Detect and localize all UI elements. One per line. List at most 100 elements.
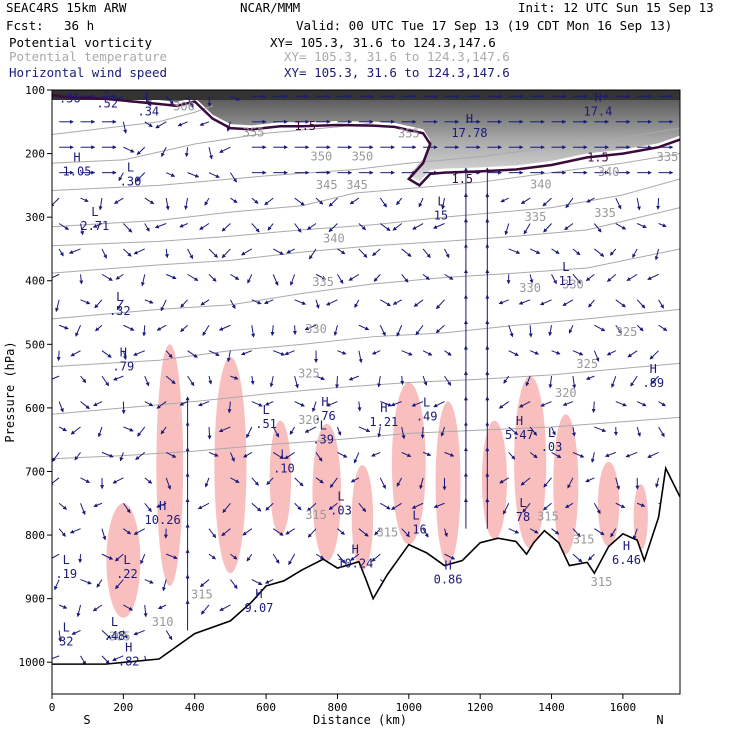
wind-vector (118, 172, 124, 182)
wind-vector (71, 629, 81, 635)
wind-vector (498, 299, 509, 305)
wind-vector (396, 477, 403, 487)
theta-label: 340 (323, 232, 345, 246)
wind-vector (264, 401, 274, 406)
theta-label: 330 (519, 281, 541, 295)
hl-marker-letter: H (516, 414, 523, 428)
hl-marker-letter: L (548, 426, 555, 440)
wind-vector (520, 197, 531, 205)
wind-vector (80, 503, 86, 516)
wind-vector (586, 197, 595, 203)
theta-contour-340 (52, 178, 680, 247)
wind-vector (80, 299, 91, 305)
wind-vector (572, 553, 583, 563)
hl-marker-letter: L (104, 83, 111, 97)
wind-vector (218, 426, 231, 433)
wind-vector (94, 299, 103, 309)
wind-vector (165, 172, 176, 177)
wind-vector (304, 426, 317, 433)
wind-vector (328, 502, 338, 510)
convective-region (633, 484, 648, 551)
theta-label: 335 (657, 150, 679, 164)
wind-vector (221, 223, 231, 232)
wind-vector (289, 426, 296, 435)
theta-contour-335 (52, 207, 680, 274)
wind-vector (52, 477, 60, 486)
wind-vector (251, 477, 259, 486)
wind-vector (187, 375, 195, 387)
wind-vector (165, 273, 177, 280)
wind-vector (636, 324, 644, 332)
wind-vector (500, 197, 509, 203)
wind-vector (632, 248, 638, 258)
wind-vector (75, 325, 82, 337)
wind-vector (144, 477, 153, 484)
wind-vector (251, 401, 263, 407)
wind-vector (655, 477, 660, 488)
hl-marker-value: .76 (314, 409, 336, 423)
hl-marker-letter: L (123, 553, 130, 567)
theta-label: 350 (352, 150, 374, 164)
wind-vector (123, 528, 132, 535)
theta-label: 345 (316, 178, 338, 192)
wind-vector (269, 376, 274, 388)
wind-vector (58, 248, 64, 257)
wind-vector (311, 401, 317, 413)
wind-vector (444, 528, 448, 538)
wind-vector (540, 401, 552, 407)
wind-vector (144, 502, 152, 513)
wind-vector (294, 502, 302, 511)
wind-vector (392, 299, 402, 305)
hl-marker-value: .49 (416, 410, 438, 424)
wind-vector (315, 375, 325, 381)
wind-vector (594, 248, 605, 257)
wind-vector (208, 248, 218, 258)
wind-vector (379, 477, 386, 490)
wind-vector (551, 426, 556, 436)
wind-vector (160, 299, 167, 312)
hl-marker-letter: L (423, 396, 430, 410)
wind-vector (392, 223, 402, 231)
wind-vector (230, 477, 240, 484)
wind-vector (156, 502, 167, 508)
wind-vector (162, 579, 167, 592)
wind-vector (379, 325, 386, 337)
y-tick-label: 100 (25, 84, 45, 97)
wind-vector (625, 451, 638, 458)
convective-region (214, 357, 247, 574)
y-tick-label: 700 (25, 465, 45, 478)
wind-vector (76, 604, 82, 618)
wind-vector (160, 426, 167, 435)
wind-vector (179, 223, 188, 228)
wind-vector (585, 477, 595, 483)
wind-vector (444, 248, 450, 259)
wind-vector (133, 350, 145, 356)
hl-marker-value: 0.86 (434, 572, 463, 586)
wind-vector (58, 502, 68, 510)
wind-vector (337, 350, 347, 355)
wind-vector (208, 451, 219, 457)
hl-marker-letter: L (116, 290, 123, 304)
wind-vector (58, 223, 69, 230)
pv-contour-1.5 (52, 93, 680, 187)
hl-marker-letter: H (120, 345, 127, 359)
wind-vector (551, 248, 560, 254)
wind-vector (379, 223, 391, 231)
wind-vector (508, 528, 520, 534)
hl-marker-value: .79 (113, 359, 135, 373)
wind-vector (54, 579, 60, 591)
plot-frame (51, 89, 681, 695)
hl-marker-letter: L (562, 260, 569, 274)
wind-vector (377, 376, 382, 388)
pv-shading-band (52, 90, 680, 182)
wind-vector (80, 655, 87, 666)
hl-marker-letter: H (73, 151, 80, 165)
wind-vector (529, 350, 540, 355)
hl-marker-letter: H (623, 539, 630, 553)
wind-vector (307, 528, 317, 538)
hl-marker-value: 10.26 (145, 513, 181, 527)
wind-vector (658, 324, 668, 331)
wind-vector (358, 248, 368, 258)
wind-vector (272, 528, 284, 536)
wind-vector (294, 223, 302, 233)
